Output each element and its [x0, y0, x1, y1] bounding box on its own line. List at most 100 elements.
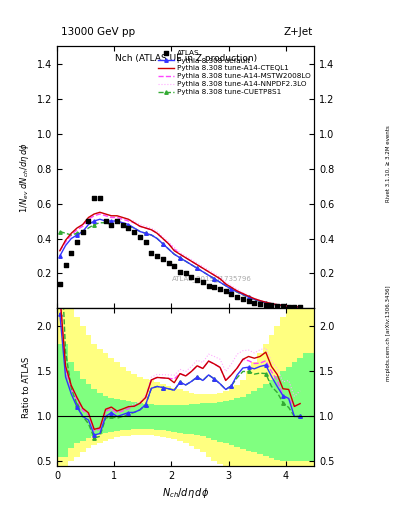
Pythia 8.308 tune-A14-CTEQL1	[69, 230, 73, 237]
Pythia 8.308 default	[126, 221, 131, 227]
Pythia 8.308 tune-CUETP8S1	[120, 221, 125, 227]
Pythia 8.308 tune-A14-NNPDF2.3LO	[235, 286, 240, 292]
Pythia 8.308 default	[160, 241, 165, 247]
Pythia 8.308 tune-A14-CTEQL1	[149, 227, 154, 233]
ATLAS	[68, 248, 74, 257]
Pythia 8.308 tune-CUETP8S1	[229, 286, 234, 292]
Pythia 8.308 tune-A14-CTEQL1	[235, 288, 240, 294]
Pythia 8.308 tune-A14-CTEQL1	[143, 225, 148, 231]
Pythia 8.308 tune-CUETP8S1	[75, 230, 79, 237]
Pythia 8.308 tune-A14-CTEQL1	[195, 262, 200, 268]
Line: Pythia 8.308 default: Pythia 8.308 default	[58, 218, 302, 309]
Pythia 8.308 tune-A14-CTEQL1	[200, 265, 205, 271]
Pythia 8.308 tune-A14-MSTW2008LO	[143, 225, 148, 231]
Pythia 8.308 tune-A14-MSTW2008LO	[86, 216, 91, 222]
Pythia 8.308 tune-A14-MSTW2008LO	[246, 293, 251, 300]
Text: ATLAS_2019_I1735796: ATLAS_2019_I1735796	[171, 275, 252, 282]
Pythia 8.308 default	[143, 230, 148, 237]
Pythia 8.308 tune-A14-CTEQL1	[229, 284, 234, 290]
Pythia 8.308 tune-CUETP8S1	[155, 236, 160, 242]
Pythia 8.308 tune-A14-MSTW2008LO	[75, 227, 79, 233]
ATLAS	[171, 262, 177, 270]
Pythia 8.308 tune-A14-MSTW2008LO	[92, 212, 97, 219]
Pythia 8.308 tune-A14-MSTW2008LO	[63, 239, 68, 245]
Pythia 8.308 tune-A14-MSTW2008LO	[281, 303, 285, 309]
Pythia 8.308 tune-CUETP8S1	[218, 279, 222, 285]
Pythia 8.308 tune-A14-NNPDF2.3LO	[103, 211, 108, 217]
Pythia 8.308 tune-A14-MSTW2008LO	[115, 215, 119, 221]
ATLAS	[79, 227, 86, 236]
Pythia 8.308 default	[149, 232, 154, 238]
Pythia 8.308 tune-A14-CTEQL1	[155, 230, 160, 237]
Pythia 8.308 default	[166, 246, 171, 252]
Pythia 8.308 tune-A14-NNPDF2.3LO	[166, 239, 171, 245]
Pythia 8.308 tune-A14-CTEQL1	[281, 303, 285, 309]
Pythia 8.308 tune-A14-MSTW2008LO	[178, 251, 182, 258]
ATLAS	[57, 280, 63, 288]
ATLAS	[103, 217, 109, 225]
Pythia 8.308 default	[97, 216, 102, 222]
Pythia 8.308 tune-CUETP8S1	[206, 272, 211, 279]
Pythia 8.308 default	[223, 283, 228, 289]
Pythia 8.308 default	[120, 220, 125, 226]
Pythia 8.308 tune-A14-NNPDF2.3LO	[69, 230, 73, 237]
Pythia 8.308 tune-A14-MSTW2008LO	[160, 236, 165, 242]
Pythia 8.308 tune-A14-CTEQL1	[97, 209, 102, 216]
Pythia 8.308 default	[229, 286, 234, 292]
ATLAS	[97, 194, 103, 202]
Pythia 8.308 default	[206, 272, 211, 279]
Pythia 8.308 tune-CUETP8S1	[292, 304, 297, 310]
Pythia 8.308 tune-A14-MSTW2008LO	[138, 223, 142, 229]
Pythia 8.308 tune-A14-NNPDF2.3LO	[275, 302, 279, 308]
Pythia 8.308 tune-A14-NNPDF2.3LO	[57, 248, 62, 254]
ATLAS	[125, 224, 132, 232]
Pythia 8.308 default	[286, 303, 291, 309]
Pythia 8.308 tune-A14-CTEQL1	[298, 304, 303, 310]
Pythia 8.308 tune-A14-MSTW2008LO	[298, 304, 303, 310]
Pythia 8.308 tune-CUETP8S1	[246, 294, 251, 301]
Pythia 8.308 tune-A14-NNPDF2.3LO	[92, 211, 97, 217]
ATLAS	[217, 285, 223, 293]
Pythia 8.308 tune-CUETP8S1	[258, 298, 263, 305]
Pythia 8.308 tune-A14-CTEQL1	[178, 251, 182, 258]
Pythia 8.308 tune-CUETP8S1	[69, 232, 73, 238]
Pythia 8.308 default	[218, 279, 222, 285]
ATLAS	[160, 255, 166, 264]
Pythia 8.308 tune-A14-MSTW2008LO	[172, 246, 176, 252]
Pythia 8.308 tune-A14-MSTW2008LO	[189, 258, 194, 264]
ATLAS	[268, 301, 275, 309]
Pythia 8.308 tune-CUETP8S1	[115, 220, 119, 226]
Pythia 8.308 tune-A14-CTEQL1	[115, 212, 119, 219]
Pythia 8.308 tune-A14-NNPDF2.3LO	[143, 223, 148, 229]
Pythia 8.308 tune-A14-MSTW2008LO	[120, 216, 125, 222]
ATLAS	[206, 282, 212, 290]
Pythia 8.308 tune-CUETP8S1	[126, 223, 131, 229]
Pythia 8.308 tune-A14-NNPDF2.3LO	[263, 299, 268, 305]
ATLAS	[234, 293, 241, 301]
Pythia 8.308 tune-A14-MSTW2008LO	[81, 223, 85, 229]
Pythia 8.308 tune-A14-NNPDF2.3LO	[212, 270, 217, 276]
Pythia 8.308 default	[235, 289, 240, 295]
Text: Z+Jet: Z+Jet	[283, 27, 312, 37]
Pythia 8.308 tune-A14-NNPDF2.3LO	[292, 304, 297, 310]
Pythia 8.308 tune-A14-CTEQL1	[160, 236, 165, 242]
Pythia 8.308 default	[69, 236, 73, 242]
Pythia 8.308 tune-A14-MSTW2008LO	[155, 230, 160, 237]
ATLAS	[177, 268, 183, 276]
Text: 13000 GeV pp: 13000 GeV pp	[61, 27, 135, 37]
Pythia 8.308 tune-A14-NNPDF2.3LO	[223, 279, 228, 285]
Pythia 8.308 tune-CUETP8S1	[212, 275, 217, 282]
Pythia 8.308 tune-A14-MSTW2008LO	[103, 212, 108, 219]
ATLAS	[251, 298, 257, 307]
Pythia 8.308 tune-A14-CTEQL1	[103, 211, 108, 217]
ATLAS	[211, 283, 217, 291]
Pythia 8.308 tune-A14-CTEQL1	[120, 215, 125, 221]
ATLAS	[228, 290, 235, 298]
Pythia 8.308 default	[57, 253, 62, 259]
Pythia 8.308 tune-A14-NNPDF2.3LO	[189, 257, 194, 263]
Text: Rivet 3.1.10, ≥ 3.2M events: Rivet 3.1.10, ≥ 3.2M events	[386, 125, 391, 202]
Pythia 8.308 tune-A14-NNPDF2.3LO	[126, 216, 131, 222]
Pythia 8.308 default	[241, 291, 245, 297]
Pythia 8.308 tune-CUETP8S1	[263, 300, 268, 306]
Pythia 8.308 tune-A14-CTEQL1	[286, 303, 291, 309]
